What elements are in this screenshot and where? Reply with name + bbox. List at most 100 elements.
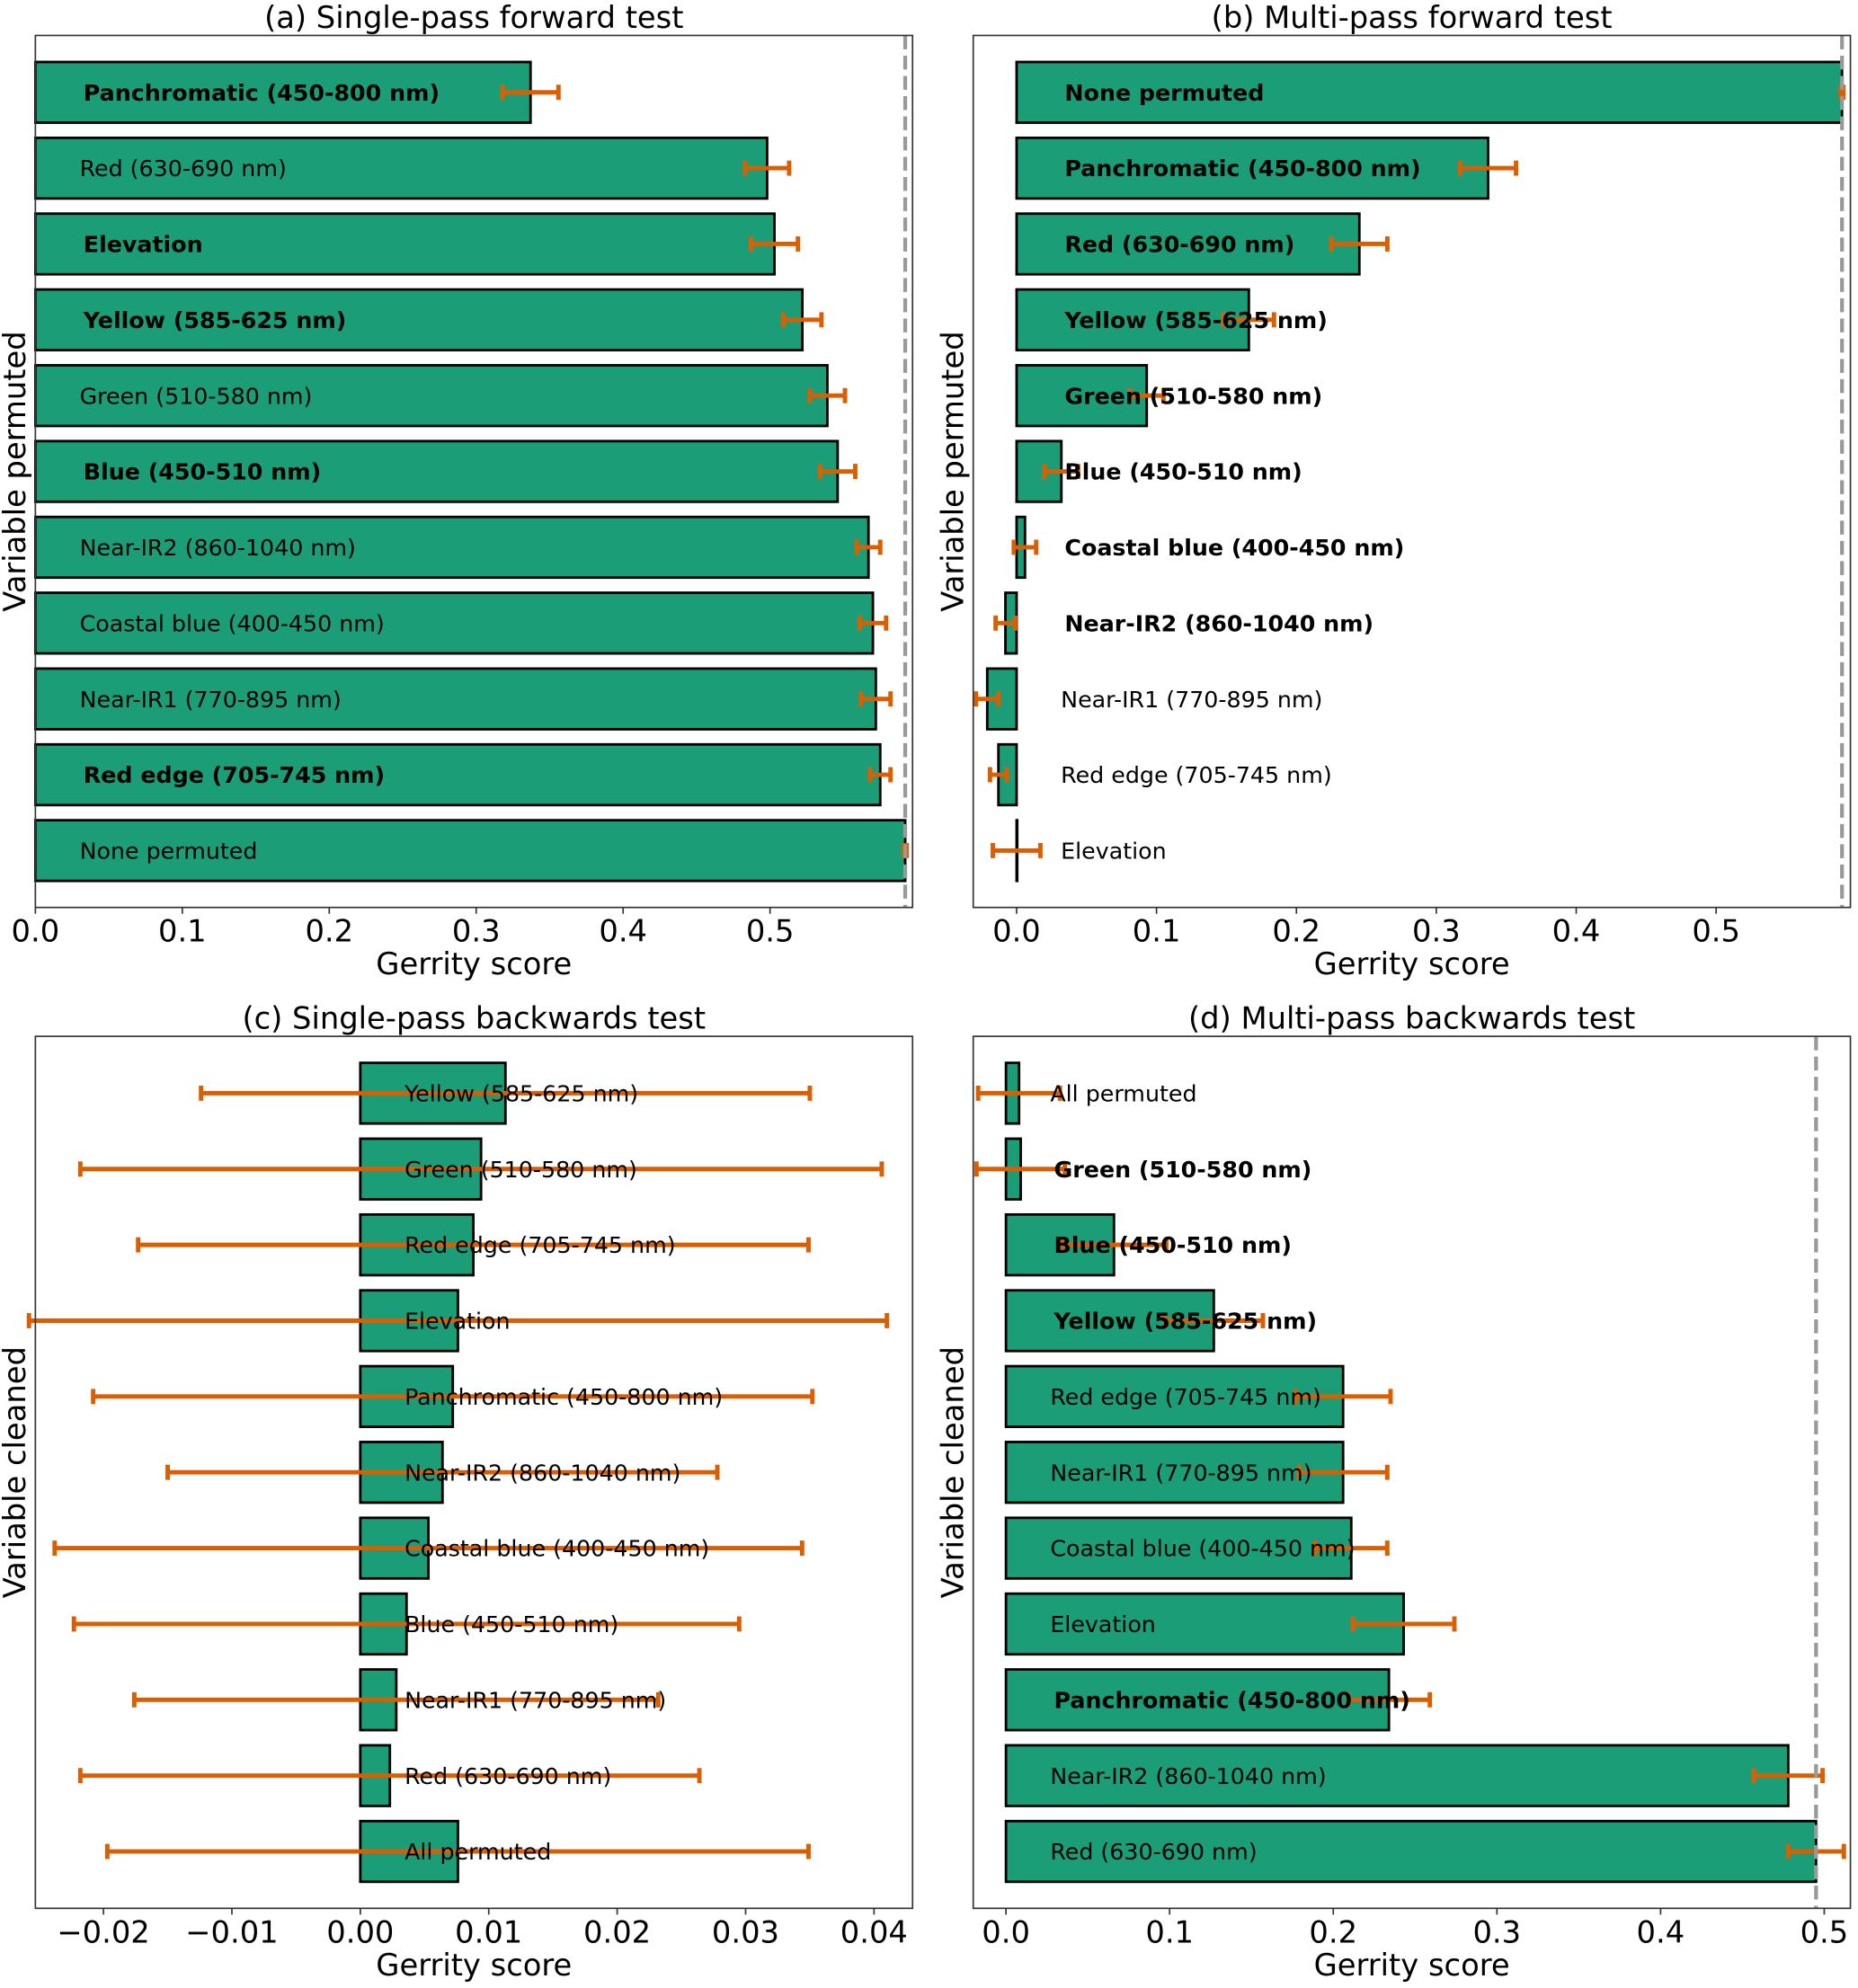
bar-group: Coastal blue (400-450 nm) — [1004, 1516, 1390, 1580]
bar — [33, 364, 829, 428]
bar-label: Red (630-690 nm) — [404, 1763, 611, 1789]
bar-group: Red (630-690 nm) — [33, 136, 792, 200]
bar-label: Panchromatic (450-800 nm) — [1064, 155, 1420, 182]
bar-label: Yellow (585-625 nm) — [1063, 307, 1327, 333]
x-tick-label: 0.1 — [158, 914, 207, 949]
bar — [1004, 1516, 1353, 1580]
bar-group: Green (510-580 nm) — [973, 1137, 1312, 1201]
panel-title: (d) Multi-pass backwards test — [1188, 1001, 1635, 1036]
bar-group: Yellow (585-625 nm) — [33, 288, 824, 351]
bar-group: Near-IR2 (860-1040 nm) — [33, 515, 883, 580]
bar — [1015, 212, 1361, 276]
bar-group: Near-IR2 (860-1040 nm) — [993, 591, 1373, 655]
y-axis-label: Variable cleaned — [935, 1346, 970, 1598]
bar-label: Near-IR2 (860-1040 nm) — [1050, 1763, 1326, 1789]
bar — [1004, 1441, 1345, 1504]
bar — [1004, 1364, 1345, 1429]
x-tick-label: −0.02 — [57, 1914, 149, 1949]
x-tick-label: 0.03 — [712, 1914, 779, 1949]
panel-title: (c) Single-pass backwards test — [242, 1001, 706, 1036]
bar-group: Elevation — [33, 212, 801, 276]
bar-group: Panchromatic (450-800 nm) — [33, 60, 561, 124]
bar-group: Elevation — [26, 1289, 890, 1353]
x-tick-label: 0.1 — [1133, 914, 1181, 949]
bar-group: All permuted — [104, 1819, 811, 1884]
bar-label: None permuted — [1064, 80, 1264, 106]
bar-label: All permuted — [1050, 1081, 1196, 1107]
bar-label: Elevation — [1061, 839, 1167, 865]
bar — [33, 60, 532, 124]
bar-group: Near-IR1 (770-895 nm) — [973, 667, 1322, 731]
bar-group: Coastal blue (400-450 nm) — [33, 591, 889, 655]
panel-title: (a) Single-pass forward test — [264, 0, 683, 35]
bar-group: Near-IR1 (770-895 nm) — [33, 667, 893, 731]
bar-group: Red (630-690 nm) — [1015, 212, 1390, 276]
y-axis-label: Variable cleaned — [0, 1346, 32, 1598]
x-tick-label: 0.4 — [1552, 914, 1601, 949]
bar-group: Blue (450-510 nm) — [71, 1592, 742, 1656]
bar-group: Blue (450-510 nm) — [1015, 439, 1302, 503]
bar — [33, 667, 877, 731]
x-axis-label: Gerrity score — [376, 1948, 572, 1983]
bar-label: Green (510-580 nm) — [1054, 1157, 1312, 1183]
bar — [33, 591, 875, 655]
bar — [1004, 1668, 1391, 1732]
plot-frame — [34, 34, 914, 909]
bar-group: Red edge (705-745 nm) — [33, 742, 893, 807]
bar-label: Yellow (585-625 nm) — [404, 1081, 638, 1107]
bar-label: Red edge (705-745 nm) — [1061, 762, 1332, 788]
x-tick-label: 0.2 — [305, 914, 353, 949]
bar-label: Near-IR2 (860-1040 nm) — [80, 535, 356, 561]
bar — [33, 288, 805, 351]
x-tick-label: 0.3 — [1472, 1914, 1521, 1949]
plot-frame — [972, 34, 1852, 909]
x-tick-label: 0.5 — [1692, 914, 1740, 949]
panel-title: (b) Multi-pass forward test — [1212, 0, 1613, 35]
bar-group: Green (510-580 nm) — [77, 1137, 885, 1201]
bar-label: Blue (450-510 nm) — [404, 1611, 618, 1637]
x-tick-label: 0.5 — [1800, 1914, 1849, 1949]
bar — [33, 439, 840, 503]
bar-label: Panchromatic (450-800 nm) — [404, 1384, 723, 1410]
y-axis-label: Variable permuted — [0, 331, 32, 611]
bar-label: Green (510-580 nm) — [404, 1157, 637, 1183]
panel-d: (d) Multi-pass backwards test All permute… — [935, 1001, 1852, 1983]
bar-label: Red (630-690 nm) — [80, 155, 287, 182]
x-tick-label: 0.2 — [1272, 914, 1320, 949]
bar-label: Panchromatic (450-800 nm) — [84, 80, 440, 106]
bar-label: Elevation — [404, 1309, 511, 1335]
x-tick-label: 0.04 — [840, 1914, 908, 1949]
x-tick-label: 0.0 — [982, 1914, 1030, 1949]
bar-group: Coastal blue (400-450 nm) — [52, 1516, 805, 1580]
x-tick-label: 0.01 — [455, 1914, 522, 1949]
y-axis-label: Variable permuted — [935, 331, 970, 611]
bar — [1004, 1744, 1790, 1807]
bar — [1004, 1819, 1818, 1884]
bar — [33, 742, 882, 807]
bar-group: Near-IR2 (860-1040 nm) — [1004, 1744, 1826, 1807]
x-axis-label: Gerrity score — [376, 946, 572, 981]
x-tick-label: 0.02 — [583, 1914, 651, 1949]
x-tick-label: 0.4 — [599, 914, 647, 949]
bar-group: Coastal blue (400-450 nm) — [1011, 515, 1404, 580]
x-axis-label: Gerrity score — [1314, 946, 1510, 981]
x-tick-label: 0.1 — [1145, 1914, 1194, 1949]
bar — [1015, 288, 1250, 351]
bar-label: Yellow (585-625 nm) — [1053, 1309, 1317, 1335]
bar-group: Blue (450-510 nm) — [33, 439, 858, 503]
bar-label: Red edge (705-745 nm) — [84, 762, 385, 788]
bar-label: Near-IR2 (860-1040 nm) — [404, 1460, 680, 1486]
bar-group: Green (510-580 nm) — [1015, 364, 1322, 428]
bar-label: Elevation — [1050, 1611, 1156, 1637]
bar-group: Yellow (585-625 nm) — [199, 1061, 813, 1125]
bar-label: Red edge (705-745 nm) — [1050, 1384, 1321, 1410]
bar-group: Red (630-690 nm) — [77, 1744, 702, 1807]
bar-group: None permuted — [1015, 60, 1846, 124]
bar — [1015, 136, 1489, 200]
bar-label: Panchromatic (450-800 nm) — [1054, 1687, 1410, 1713]
x-tick-label: 0.3 — [1412, 914, 1461, 949]
bar-label: Near-IR1 (770-895 nm) — [80, 687, 342, 713]
bar-group: Panchromatic (450-800 nm) — [91, 1364, 815, 1429]
bar-label: Coastal blue (400-450 nm) — [404, 1536, 709, 1562]
